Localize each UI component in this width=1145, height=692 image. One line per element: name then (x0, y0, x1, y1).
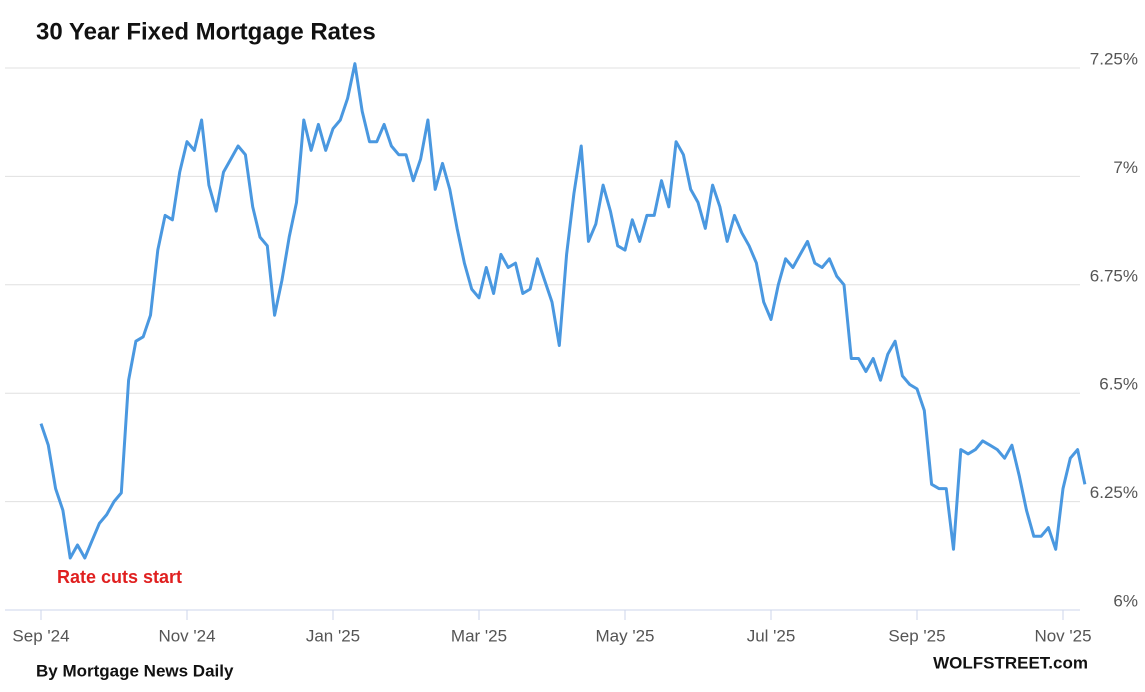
credit: WOLFSTREET.com (933, 653, 1088, 672)
y-tick-label: 7% (1113, 158, 1138, 177)
x-tick-label: Nov '25 (1034, 626, 1091, 645)
x-tick-label: Mar '25 (451, 626, 507, 645)
y-tick-label: 6.25% (1090, 483, 1138, 502)
y-tick-label: 7.25% (1090, 49, 1138, 68)
x-tick-label: Jan '25 (306, 626, 360, 645)
line-series (39, 62, 1087, 560)
y-tick-label: 6% (1113, 591, 1138, 610)
x-tick-label: Nov '24 (158, 626, 215, 645)
source: By Mortgage News Daily (36, 661, 234, 680)
x-tick-label: Sep '24 (12, 626, 69, 645)
y-tick-label: 6.5% (1099, 375, 1138, 394)
x-tick-label: May '25 (596, 626, 655, 645)
annotation: Rate cuts start (57, 567, 182, 587)
y-tick-label: 6.75% (1090, 266, 1138, 285)
x-tick-label: Jul '25 (747, 626, 796, 645)
chart-title: 30 Year Fixed Mortgage Rates (36, 18, 376, 45)
x-tick-label: Sep '25 (888, 626, 945, 645)
